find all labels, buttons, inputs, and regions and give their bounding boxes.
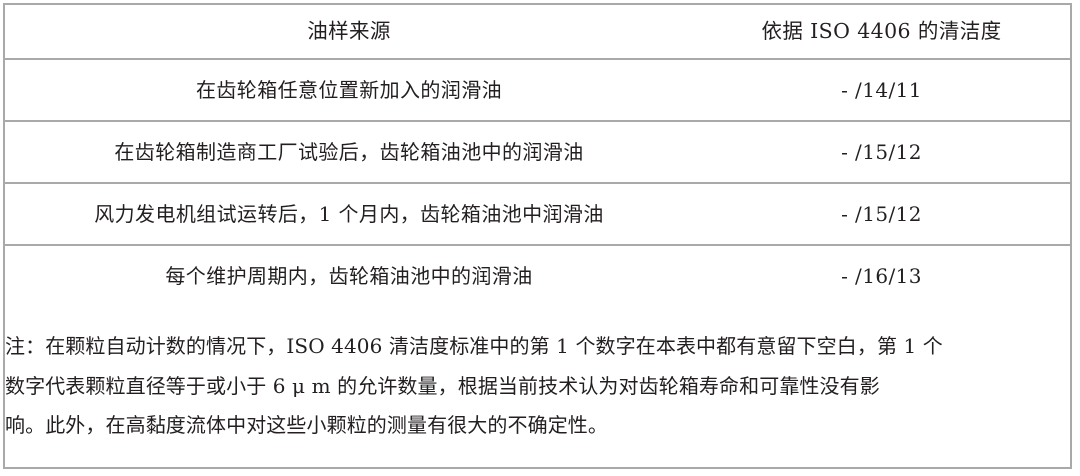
cell-oil-sample-source: 在齿轮箱制造商工厂试验后，齿轮箱油池中的润滑油	[5, 120, 693, 183]
cell-cleanliness-value: - /15/12	[693, 182, 1070, 245]
note-line: 数字代表颗粒直径等于或小于 6 μ m 的允许数量，根据当前技术认为对齿轮箱寿命…	[5, 373, 880, 398]
cell-oil-sample-source: 每个维护周期内，齿轮箱油池中的润滑油	[5, 244, 693, 306]
note-line: 响。此外，在高黏度流体中对这些小颗粒的测量有很大的不确定性。	[5, 413, 608, 438]
table-row: 风力发电机组试运转后，1 个月内，齿轮箱油池中润滑油 - /15/12	[5, 182, 1070, 245]
note-line: 注：在颗粒自动计数的情况下，ISO 4406 清洁度标准中的第 1 个数字在本表…	[5, 334, 943, 359]
table-note-cell: 注：在颗粒自动计数的情况下，ISO 4406 清洁度标准中的第 1 个数字在本表…	[5, 306, 1070, 467]
cell-oil-sample-source: 在齿轮箱任意位置新加入的润滑油	[5, 58, 693, 121]
table-note-text: 注：在颗粒自动计数的情况下，ISO 4406 清洁度标准中的第 1 个数字在本表…	[5, 327, 1070, 446]
table-note-row: 注：在颗粒自动计数的情况下，ISO 4406 清洁度标准中的第 1 个数字在本表…	[5, 306, 1070, 467]
cell-cleanliness-value: - /15/12	[693, 120, 1070, 183]
cell-cleanliness-value: - /16/13	[693, 244, 1070, 306]
header-cell-oil-sample-source: 油样来源	[307, 19, 391, 44]
cleanliness-table-container: 油样来源 依据 ISO 4406 的清洁度 在齿轮箱任意位置新加入的润滑油 - …	[3, 3, 1072, 469]
table-row: 在齿轮箱制造商工厂试验后，齿轮箱油池中的润滑油 - /15/12	[5, 120, 1070, 183]
table-header-row: 油样来源 依据 ISO 4406 的清洁度	[5, 5, 1070, 59]
table-row: 在齿轮箱任意位置新加入的润滑油 - /14/11	[5, 58, 1070, 121]
oil-cleanliness-table: 油样来源 依据 ISO 4406 的清洁度 在齿轮箱任意位置新加入的润滑油 - …	[5, 5, 1070, 467]
cell-oil-sample-source: 风力发电机组试运转后，1 个月内，齿轮箱油池中润滑油	[5, 182, 693, 245]
cell-cleanliness-value: - /14/11	[693, 58, 1070, 121]
table-row: 每个维护周期内，齿轮箱油池中的润滑油 - /16/13	[5, 244, 1070, 306]
header-cell-cleanliness-iso4406: 依据 ISO 4406 的清洁度	[761, 19, 1002, 44]
